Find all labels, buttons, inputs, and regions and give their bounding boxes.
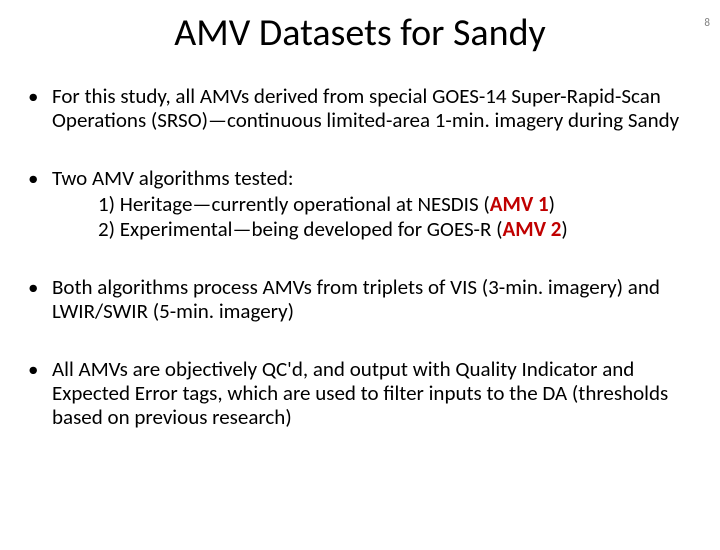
accent-label: AMV 1 xyxy=(490,191,549,217)
slide-body: For this study, all AMVs derived from sp… xyxy=(0,84,720,429)
bullet-item: Both algorithms process AMVs from triple… xyxy=(48,275,696,323)
slide: 8 AMV Datasets for Sandy For this study,… xyxy=(0,10,720,550)
accent-label: AMV 2 xyxy=(503,216,562,242)
bullet-item: For this study, all AMVs derived from sp… xyxy=(48,84,696,132)
sub-item-prefix: 2) Experimental—being developed for GOES… xyxy=(98,216,503,242)
sub-item: 2) Experimental—being developed for GOES… xyxy=(98,217,696,241)
sub-item-suffix: ) xyxy=(549,191,555,217)
page-title: AMV Datasets for Sandy xyxy=(0,10,720,56)
bullet-item: Two AMV algorithms tested: 1) Heritage—c… xyxy=(48,166,696,240)
bullet-text: Two AMV algorithms tested: xyxy=(52,165,294,191)
bullet-item: All AMVs are objectively QC'd, and outpu… xyxy=(48,357,696,429)
sub-list: 1) Heritage—currently operational at NES… xyxy=(52,192,696,240)
page-number: 8 xyxy=(704,16,710,29)
sub-item-prefix: 1) Heritage—currently operational at NES… xyxy=(98,191,490,217)
bullet-list: For this study, all AMVs derived from sp… xyxy=(24,84,696,429)
sub-item-suffix: ) xyxy=(561,216,567,242)
bullet-text: For this study, all AMVs derived from sp… xyxy=(52,83,679,133)
bullet-text: All AMVs are objectively QC'd, and outpu… xyxy=(52,356,668,430)
bullet-text: Both algorithms process AMVs from triple… xyxy=(52,274,660,324)
sub-item: 1) Heritage—currently operational at NES… xyxy=(98,192,696,216)
